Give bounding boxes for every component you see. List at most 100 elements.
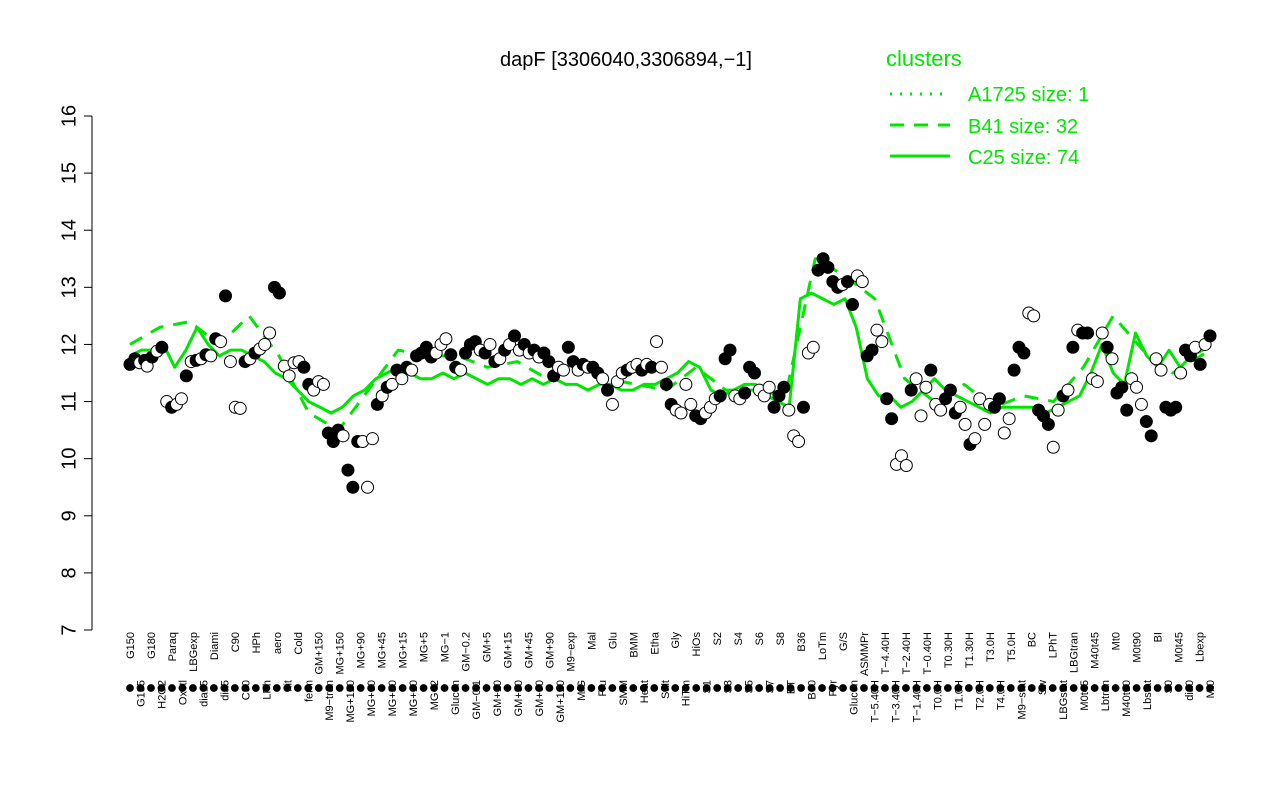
data-point [155,340,169,354]
rug-point [807,684,816,692]
rug-point [168,684,176,692]
data-point [723,343,737,357]
x-tick-label: S2 [712,632,724,645]
rug-point [1038,684,1047,692]
rug-point [251,684,260,692]
rug-point [964,684,973,692]
rug-point [713,684,722,692]
data-point [365,432,379,446]
rug-point [776,684,784,692]
data-point [738,386,752,400]
x-tick-label: MG+5 [419,632,431,662]
x-tick-label: Mt0 [1111,632,1123,650]
data-point [326,435,340,449]
x-tick-label: Gly [670,632,682,649]
data-point [1002,412,1016,426]
rug-point [566,684,575,692]
rug-point [734,684,743,692]
x-tick-label: BI [1153,632,1165,642]
data-point [796,400,810,414]
data-point [885,412,899,426]
data-point [1139,415,1153,429]
data-points [123,252,1217,494]
data-point [1100,340,1114,354]
x-tick-label: S8 [775,632,787,645]
data-point [684,397,698,411]
x-tick-label: M0t90 [1132,632,1144,663]
rug-point [629,684,638,692]
rug-point [797,684,805,692]
rug-point [943,684,952,692]
data-point [454,363,468,377]
rug-point [493,684,501,692]
legend-title: clusters [886,46,962,71]
data-point [1066,340,1080,354]
rug-point [325,684,334,692]
y-tick-label: 15 [58,162,80,184]
data-point [1051,403,1065,417]
rug-point [1090,684,1099,692]
rug-point [241,684,250,692]
rug-point [1027,684,1036,692]
data-point [953,400,967,414]
x-tick-label: MG−1 [440,632,452,662]
rug-point [335,684,344,692]
data-point [997,426,1011,440]
rug-point [839,684,847,692]
data-point [968,432,982,446]
rug-point [1164,684,1172,692]
x-tick-label: Mal [586,632,598,650]
rug-point [818,684,826,692]
data-point [958,417,972,431]
x-tick-label: M40t45 [1090,632,1102,669]
data-point [973,392,987,406]
rug-point [860,684,868,692]
rug-point [975,684,984,692]
data-point [1105,352,1119,366]
data-point [880,392,894,406]
x-tick-label: C90 [230,632,242,652]
data-point [899,459,913,473]
rug-point [933,684,942,692]
rug-point [1206,684,1214,692]
rug-point [922,684,931,692]
data-point [1130,380,1144,394]
x-tick-label: BMM [628,632,640,658]
rug-point [1132,684,1141,692]
rug-point [1195,684,1204,692]
x-tick-label: SMM [618,680,630,706]
rug-point [828,684,837,692]
data-point [316,377,330,391]
rug-point [388,684,397,692]
data-point [978,417,992,431]
x-tick-label: G150 [125,632,137,659]
rug-point [650,684,659,692]
rug-point [912,684,921,692]
rug-point [702,684,711,692]
data-point [782,403,796,417]
data-point [346,480,360,494]
data-point [174,392,188,406]
rug-point [293,684,302,692]
data-point [875,335,889,349]
rug-point [1080,684,1089,692]
data-point [282,369,296,383]
rug-point [283,684,292,692]
rug-point [1017,684,1026,692]
rug-point [199,684,208,692]
data-point [762,380,776,394]
rug-point [891,684,900,692]
data-point [855,275,869,289]
data-point [556,363,570,377]
data-point [713,389,727,403]
rug-point [1006,684,1015,692]
data-point [395,372,409,386]
data-point [870,323,884,337]
rug-point [535,684,543,692]
rug-point [136,684,145,692]
data-point [336,429,350,443]
rug-point [587,684,596,692]
x-tick-label: GM+15 [502,632,514,668]
rug-point [660,684,669,692]
series-line-c25 [129,291,1211,415]
